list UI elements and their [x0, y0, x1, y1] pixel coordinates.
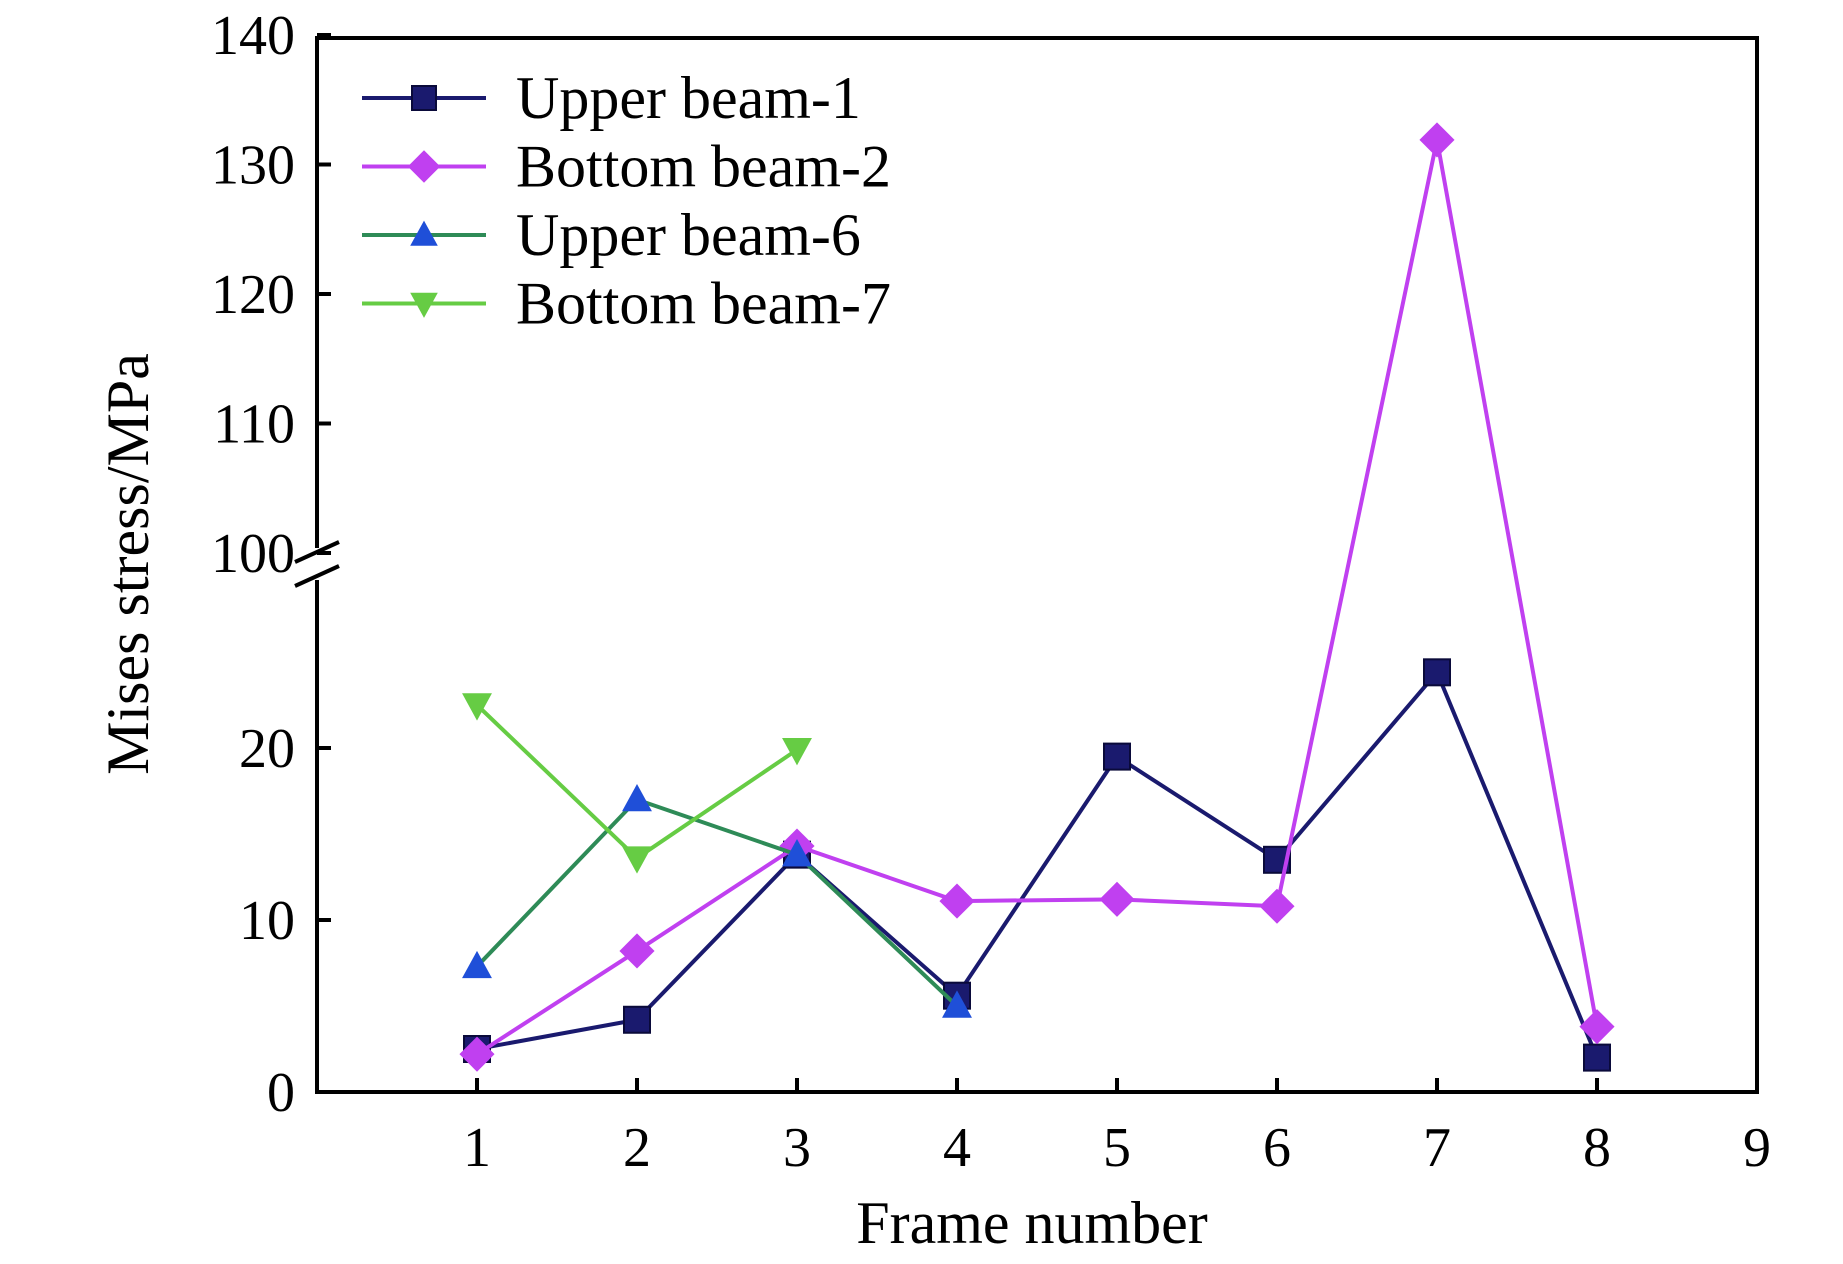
legend-marker	[407, 150, 441, 183]
data-point	[623, 1005, 651, 1034]
series-line	[475, 797, 959, 1008]
x-tick-label: 9	[1743, 1117, 1771, 1179]
data-point	[622, 846, 652, 874]
y-tick-label: 0	[267, 1062, 295, 1124]
x-tick-label: 3	[783, 1117, 811, 1179]
series-4	[462, 693, 812, 874]
x-tick-label: 1	[463, 1117, 491, 1179]
data-point	[622, 784, 652, 812]
legend-item: Upper beam-1	[362, 65, 861, 131]
y-tick-label: 110	[213, 394, 295, 456]
axis-break-mark	[294, 564, 340, 588]
x-tick-label: 6	[1263, 1117, 1291, 1179]
x-axis-ticks: 1 2 3 4 5 6 7 8 9	[463, 1078, 1771, 1179]
series-layer	[459, 122, 1615, 1072]
x-tick-label: 7	[1423, 1117, 1451, 1179]
x-axis-title: Frame number	[856, 1190, 1208, 1256]
y-axis-title: Mises stress/MPa	[95, 353, 161, 775]
y-tick-label: 10	[239, 890, 295, 952]
x-tick-label: 4	[943, 1117, 971, 1179]
data-point	[1419, 122, 1455, 158]
data-point	[1099, 881, 1135, 917]
data-point	[619, 933, 655, 969]
legend-label: Upper beam-1	[516, 65, 861, 131]
data-point	[1423, 658, 1451, 687]
series-line	[476, 670, 1599, 1059]
data-point	[782, 839, 812, 867]
x-tick-label: 2	[623, 1117, 651, 1179]
y-tick-label: 140	[211, 5, 295, 67]
legend-item: Bottom beam-2	[362, 134, 891, 200]
y-tick-label: 120	[211, 264, 295, 326]
series-2	[459, 122, 1615, 1072]
legend-label: Bottom beam-7	[516, 271, 891, 337]
data-point	[1583, 1043, 1611, 1072]
legend-marker	[411, 85, 437, 111]
x-tick-label: 8	[1583, 1117, 1611, 1179]
data-point	[1103, 742, 1131, 771]
x-tick-label: 5	[1103, 1117, 1131, 1179]
legend-item: Upper beam-6	[362, 202, 861, 268]
legend-marker	[410, 220, 438, 246]
data-point	[942, 990, 972, 1018]
data-point	[1579, 1009, 1615, 1045]
data-point	[782, 738, 812, 766]
y-axis-ticks: 0 10 20 100 110 120 130 140	[211, 5, 331, 1124]
series-3	[462, 784, 972, 1018]
legend-label: Upper beam-6	[516, 202, 861, 268]
data-point	[1259, 888, 1295, 924]
legend-marker	[410, 292, 438, 318]
data-point	[462, 693, 492, 721]
data-point	[939, 883, 975, 919]
y-tick-label: 20	[239, 718, 295, 780]
series-line	[475, 137, 1599, 1056]
y-tick-label: 100	[211, 523, 295, 585]
data-point	[459, 1036, 495, 1072]
y-tick-label: 130	[211, 135, 295, 197]
legend-label: Bottom beam-2	[516, 134, 891, 200]
legend-item: Bottom beam-7	[362, 271, 891, 337]
data-point	[462, 950, 492, 979]
